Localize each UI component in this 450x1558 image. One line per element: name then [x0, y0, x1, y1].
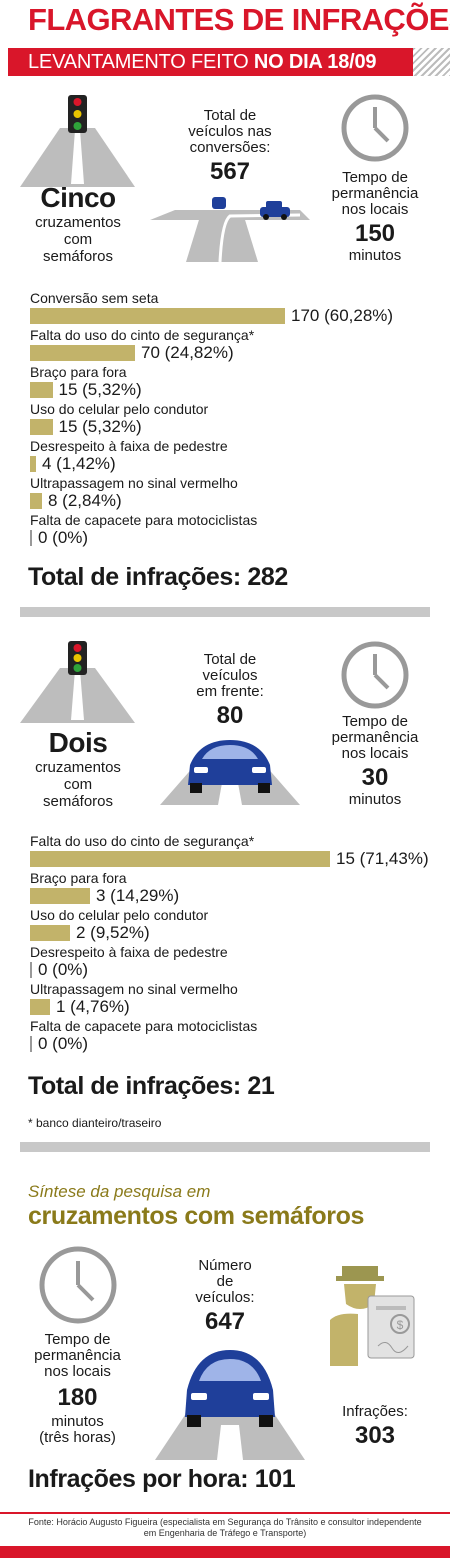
clock-icon [341, 641, 409, 709]
bar-category-label: Desrespeito à faixa de pedestre [30, 438, 228, 454]
infractions-chart-2: Falta do uso do cinto de segurança* 15 (7… [30, 833, 440, 1063]
summary-infractions-value: 303 [354, 1422, 396, 1449]
traffic-light-road-icon [20, 95, 135, 187]
intersections-label-2: cruzamentos com semáforos [35, 759, 121, 810]
car-icon-small-2 [260, 201, 290, 220]
bar [30, 493, 42, 509]
bar [30, 925, 70, 941]
bar [30, 419, 53, 435]
bar-value-label: 0 (0%) [38, 528, 89, 547]
summary-headline: cruzamentos com semáforos [28, 1202, 364, 1230]
banner-stripe [413, 48, 450, 76]
vehicles-value-1: 567 [209, 158, 251, 185]
bar [30, 999, 50, 1015]
bar [30, 530, 32, 546]
bar-value-label: 170 (60,28%) [291, 306, 394, 325]
bar-value-label: 1 (4,76%) [56, 997, 130, 1016]
bar-category-label: Falta do uso do cinto de segurança* [30, 833, 255, 849]
vehicles-value-2: 80 [216, 702, 244, 729]
bar-value-label: 0 (0%) [38, 1034, 89, 1053]
banner-date: NO DIA 18/09 [253, 51, 377, 73]
clock-icon [341, 94, 409, 162]
car-front-icon [155, 1350, 305, 1460]
footer-rule [0, 1512, 450, 1514]
intersections-count-2: Dois [48, 727, 108, 758]
source-credit: Fonte: Horácio Augusto Figueira (especia… [28, 1517, 422, 1538]
bar-category-label: Uso do celular pelo condutor [30, 401, 209, 417]
bar-value-label: 3 (14,29%) [96, 886, 180, 905]
time-value-1: 150 [354, 220, 396, 247]
summary-vehicles-value: 647 [204, 1308, 246, 1335]
traffic-light-road-icon-2 [20, 641, 135, 723]
svg-text:$: $ [397, 1318, 404, 1332]
vehicles-label-2: Total de veículos em frente: [196, 651, 264, 700]
footnote: * banco dianteiro/traseiro [28, 1116, 162, 1130]
section-divider-1 [20, 607, 430, 617]
infractions-chart-1: Conversão sem seta 170 (60,28%) Falta do u… [30, 290, 440, 550]
bar-category-label: Braço para fora [30, 870, 127, 886]
page-title: FLAGRANTES DE INFRAÇÕES [28, 2, 450, 37]
banner-prefix: LEVANTAMENTO FEITO [28, 51, 254, 73]
bar-value-label: 15 (5,32%) [58, 417, 142, 436]
section-divider-2 [20, 1142, 430, 1152]
bar-value-label: 15 (71,43%) [336, 849, 429, 868]
bar-category-label: Falta de capacete para motociclistas [30, 1018, 258, 1034]
bar [30, 1036, 32, 1052]
summary-time-unit: minutos (três horas) [39, 1413, 116, 1446]
vehicles-label-1: Total de veículos nas conversões: [188, 107, 272, 156]
turning-car-icon [150, 197, 310, 262]
summary-vehicles-label: Número de veículos: [195, 1257, 255, 1306]
time-unit-1: minutos [348, 247, 402, 264]
summary-time-label: Tempo de permanência nos locais [34, 1331, 121, 1380]
bar-category-label: Ultrapassagem no sinal vermelho [30, 981, 238, 997]
car-icon-small-1 [212, 197, 226, 209]
bar [30, 456, 36, 472]
time-unit-2: minutos [348, 791, 402, 808]
bar-value-label: 4 (1,42%) [42, 454, 116, 473]
traffic-officer-icon: $ [330, 1266, 415, 1366]
summary-time-value: 180 [57, 1384, 98, 1411]
bar-value-label: 0 (0%) [38, 960, 89, 979]
bar-value-label: 2 (9,52%) [76, 923, 150, 942]
bar [30, 382, 53, 398]
summary-infractions-label: Infrações: [342, 1403, 408, 1420]
traffic-light-icon [68, 641, 87, 675]
bar-category-label: Braço para fora [30, 364, 127, 380]
bar-category-label: Conversão sem seta [30, 290, 159, 306]
bar-category-label: Falta do uso do cinto de segurança* [30, 327, 255, 343]
total-infractions-2: Total de infrações: 21 [28, 1072, 275, 1100]
bar-category-label: Uso do celular pelo condutor [30, 907, 209, 923]
time-label-1: Tempo de permanência nos locais [331, 169, 419, 218]
bar [30, 345, 135, 361]
bar [30, 962, 32, 978]
time-label-2: Tempo de permanência nos locais [331, 713, 419, 762]
bar-value-label: 70 (24,82%) [141, 343, 234, 362]
car-front-icon [160, 740, 300, 805]
clock-icon [39, 1246, 117, 1324]
intersections-label-1: cruzamentos com semáforos [35, 214, 121, 265]
survey-date-banner: LEVANTAMENTO FEITO NO DIA 18/09 [8, 48, 413, 76]
bar [30, 888, 90, 904]
bar [30, 308, 285, 324]
bar [30, 851, 330, 867]
intersections-count-1: Cinco [40, 182, 116, 213]
time-value-2: 30 [361, 764, 389, 791]
bar-category-label: Desrespeito à faixa de pedestre [30, 944, 228, 960]
footer-bar [0, 1546, 450, 1558]
bar-category-label: Ultrapassagem no sinal vermelho [30, 475, 238, 491]
bar-value-label: 8 (2,84%) [48, 491, 122, 510]
traffic-light-icon [68, 95, 87, 133]
total-infractions-1: Total de infrações: 282 [28, 563, 288, 591]
bar-category-label: Falta de capacete para motociclistas [30, 512, 258, 528]
bar-value-label: 15 (5,32%) [58, 380, 142, 399]
summary-kicker: Síntese da pesquisa em [28, 1182, 211, 1201]
infractions-per-hour: Infrações por hora: 101 [28, 1465, 296, 1493]
